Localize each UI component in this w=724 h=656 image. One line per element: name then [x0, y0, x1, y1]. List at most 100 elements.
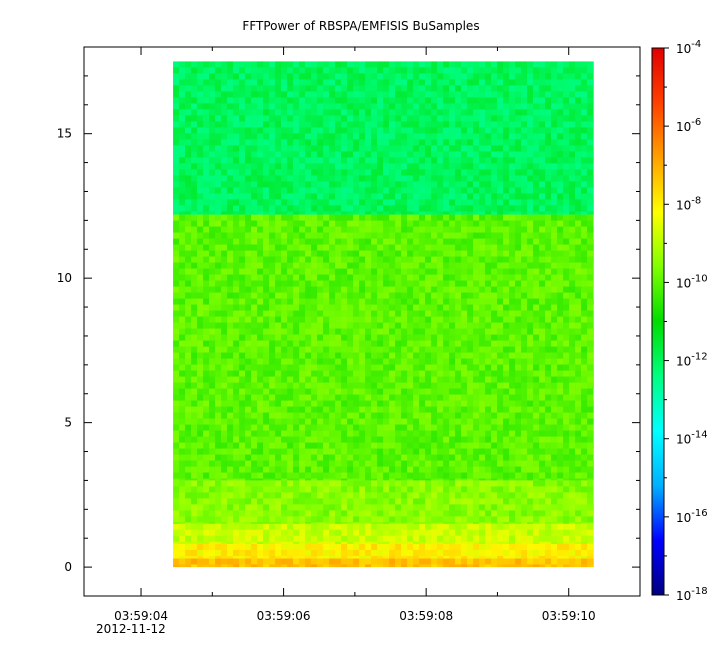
spectrogram-cell [329, 73, 336, 80]
spectrogram-cell [275, 250, 282, 257]
spectrogram-cell [329, 418, 336, 425]
spectrogram-cell [257, 486, 264, 493]
spectrogram-cell [329, 256, 336, 263]
spectrogram-cell [575, 310, 582, 317]
spectrogram-cell [305, 256, 312, 263]
spectrogram-cell [269, 564, 276, 568]
spectrogram-cell [311, 304, 318, 311]
spectrogram-cell [197, 436, 204, 443]
spectrogram-cell [575, 478, 582, 481]
spectrogram-cell [185, 418, 192, 425]
spectrogram-cell [221, 529, 228, 536]
spectrogram-cell [563, 316, 570, 323]
spectrogram-cell [533, 250, 540, 257]
spectrogram-cell [329, 304, 336, 311]
spectrogram-cell [263, 543, 270, 550]
spectrogram-cell [563, 436, 570, 443]
spectrogram-cell [197, 244, 204, 251]
spectrogram-cell [215, 346, 222, 353]
spectrogram-cell [389, 406, 396, 413]
spectrogram-cell [521, 310, 528, 317]
spectrogram-cell [299, 79, 306, 86]
spectrogram-cell [305, 292, 312, 299]
spectrogram-cell [413, 292, 420, 299]
spectrogram-cell [353, 250, 360, 257]
spectrogram-cell [347, 460, 354, 467]
spectrogram-cell [239, 328, 246, 335]
spectrogram-cell [305, 262, 312, 269]
spectrogram-cell [317, 382, 324, 389]
spectrogram-cell [293, 382, 300, 389]
spectrogram-cell [395, 85, 402, 92]
spectrogram-cell [269, 529, 276, 536]
spectrogram-cell [359, 364, 366, 371]
spectrogram-cell [341, 549, 348, 556]
spectrogram-cell [491, 358, 498, 365]
spectrogram-cell [305, 103, 312, 110]
spectrogram-cell [383, 91, 390, 98]
spectrogram-cell [203, 486, 210, 493]
spectrogram-cell [179, 430, 186, 437]
spectrogram-cell [341, 382, 348, 389]
spectrogram-cell [377, 418, 384, 425]
spectrogram-cell [557, 256, 564, 263]
spectrogram-cell [197, 238, 204, 245]
spectrogram-cell [419, 478, 426, 481]
spectrogram-cell [557, 424, 564, 431]
spectrogram-cell [329, 394, 336, 401]
spectrogram-cell [461, 238, 468, 245]
spectrogram-cell [221, 232, 228, 239]
spectrogram-cell [299, 280, 306, 287]
spectrogram-cell [563, 406, 570, 413]
spectrogram-cell [257, 268, 264, 275]
spectrogram-cell [425, 244, 432, 251]
spectrogram-cell [341, 85, 348, 92]
spectrogram-cell [173, 346, 180, 353]
spectrogram-cell [335, 406, 342, 413]
spectrogram-cell [455, 310, 462, 317]
spectrogram-cell [479, 388, 486, 395]
spectrogram-cell [587, 220, 594, 227]
spectrogram-cell [563, 480, 570, 487]
spectrogram-cell [389, 529, 396, 536]
spectrogram-cell [191, 418, 198, 425]
spectrogram-cell [209, 304, 216, 311]
spectrogram-cell [305, 516, 312, 523]
spectrogram-cell [179, 543, 186, 550]
spectrogram-cell [377, 394, 384, 401]
spectrogram-cell [275, 286, 282, 293]
spectrogram-cell [173, 541, 180, 544]
spectrogram-cell [479, 541, 486, 544]
spectrogram-cell [575, 523, 582, 530]
spectrogram-cell [365, 256, 372, 263]
spectrogram-cell [221, 85, 228, 92]
spectrogram-cell [221, 79, 228, 86]
spectrogram-cell [407, 564, 414, 568]
spectrogram-cell [401, 535, 408, 542]
spectrogram-cell [329, 274, 336, 281]
spectrogram-cell [557, 564, 564, 568]
spectrogram-cell [245, 498, 252, 505]
spectrogram-cell [593, 478, 594, 481]
spectrogram-cell [317, 370, 324, 377]
spectrogram-cell [353, 85, 360, 92]
spectrogram-cell [209, 85, 216, 92]
spectrogram-cell [437, 498, 444, 505]
spectrogram-cell [437, 358, 444, 365]
spectrogram-cell [575, 466, 582, 473]
spectrogram-cell [437, 406, 444, 413]
spectrogram-cell [527, 67, 534, 74]
spectrogram-cell [485, 85, 492, 92]
spectrogram-cell [419, 220, 426, 227]
spectrogram-cell [443, 454, 450, 461]
spectrogram-cell [485, 322, 492, 329]
spectrogram-cell [485, 382, 492, 389]
spectrogram-cell [251, 286, 258, 293]
spectrogram-cell [551, 91, 558, 98]
spectrogram-cell [269, 430, 276, 437]
spectrogram-cell [311, 376, 318, 383]
spectrogram-cell [449, 558, 456, 565]
spectrogram-cell [425, 564, 432, 568]
spectrogram-cell [347, 340, 354, 347]
spectrogram-cell [197, 430, 204, 437]
